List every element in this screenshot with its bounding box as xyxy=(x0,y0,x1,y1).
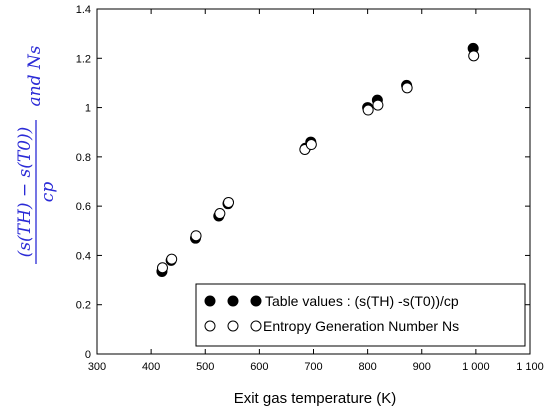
y-tick-label: 0.6 xyxy=(76,201,91,213)
data-point-entropy-ns xyxy=(401,82,413,94)
legend-marker-open xyxy=(250,320,262,332)
data-point-entropy-ns xyxy=(362,104,374,116)
y-tick-label: 1.4 xyxy=(76,4,91,16)
x-tick-label: 1 100 xyxy=(516,361,544,373)
legend-box xyxy=(195,283,526,347)
data-point-entropy-ns xyxy=(156,262,168,274)
y-tick-label: 0.4 xyxy=(76,250,91,262)
y-axis-label-denominator: cp xyxy=(38,182,58,203)
legend-marker-filled xyxy=(250,295,262,307)
data-point-entropy-ns xyxy=(190,230,202,242)
x-tick-label: 500 xyxy=(196,361,214,373)
legend-label-entropy-ns: Entropy Generation Number Ns xyxy=(263,318,459,334)
data-point-entropy-ns xyxy=(214,208,226,220)
legend-marker-filled xyxy=(204,295,216,307)
data-point-entropy-ns xyxy=(372,99,384,111)
y-tick-label: 0.2 xyxy=(76,300,91,312)
y-tick-label: 1.2 xyxy=(76,53,91,65)
x-tick-label: 700 xyxy=(304,361,322,373)
x-tick-label: 300 xyxy=(88,361,106,373)
legend-marker-filled xyxy=(227,295,239,307)
x-tick-label: 600 xyxy=(250,361,268,373)
legend-marker-open xyxy=(227,320,239,332)
legend: Table values : (s(TH) -s(T0))/cp Entropy… xyxy=(195,283,526,347)
y-tick-label: 0.8 xyxy=(76,152,91,164)
x-tick-label: 400 xyxy=(142,361,160,373)
y-axis-label: (s(TH) − s(T0)) cp and Ns xyxy=(15,45,58,264)
data-point-entropy-ns xyxy=(166,253,178,265)
y-tick-label: 1 xyxy=(85,103,91,115)
data-point-entropy-ns xyxy=(305,139,317,151)
x-tick-label: 800 xyxy=(358,361,376,373)
y-tick-label: 0 xyxy=(85,349,91,361)
data-point-entropy-ns xyxy=(468,50,480,62)
x-tick-label: 900 xyxy=(413,361,431,373)
x-tick-label: 1 000 xyxy=(462,361,490,373)
y-axis-label-numerator: (s(TH) − s(T0)) xyxy=(15,127,35,258)
legend-marker-open xyxy=(204,320,216,332)
y-axis-label-suffix: and Ns xyxy=(25,45,45,106)
x-axis-label: Exit gas temperature (K) xyxy=(234,390,397,407)
data-point-entropy-ns xyxy=(223,196,235,208)
legend-label-table-values: Table values : (s(TH) -s(T0))/cp xyxy=(265,293,459,309)
